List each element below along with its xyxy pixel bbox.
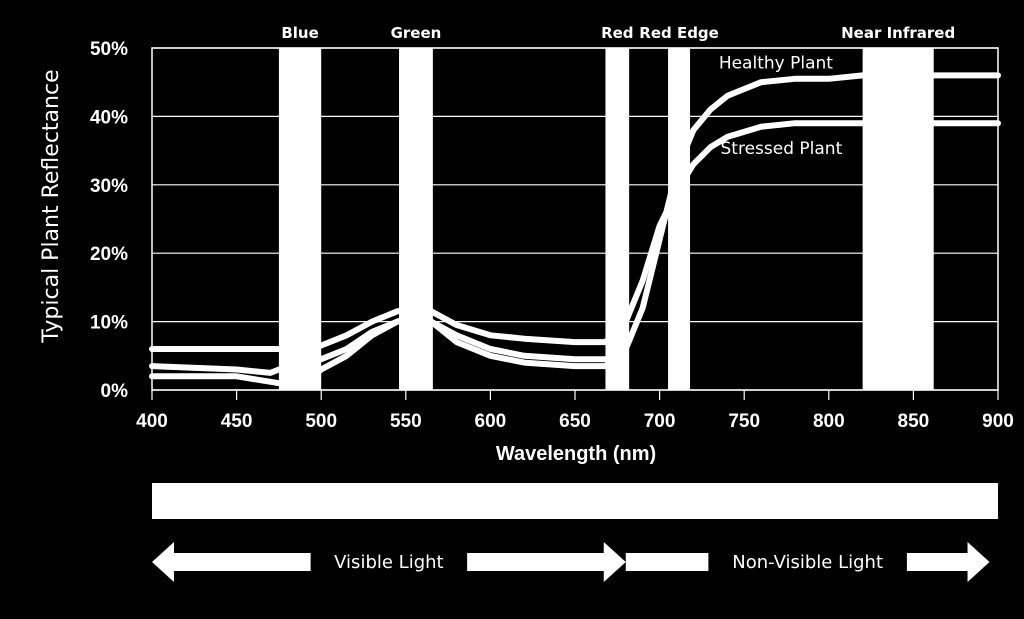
series-lines [149,72,1001,387]
x-tick-label: 600 [475,411,507,432]
y-tick-label: 10% [90,313,128,334]
x-tick-label: 850 [898,411,930,432]
band-green [399,48,433,390]
x-tick-label: 500 [305,411,337,432]
x-tick-label: 650 [559,411,591,432]
plot-frame [151,47,999,391]
x-tick-label: 450 [221,411,253,432]
arrow-label-bg [310,546,468,578]
x-tick-label: 750 [728,411,760,432]
band-label: Green [391,24,442,42]
y-tick-label: 0% [101,381,129,402]
x-tick-label: 400 [136,411,168,432]
band-label: Near Infrared [841,24,955,42]
band-label: Red Edge [639,24,719,42]
series-line-lower [149,315,609,376]
spectrum-bar [152,483,998,519]
y-axis-ticks: 0% 10% 20% 30% 40% 50% [90,39,128,402]
x-axis-ticks: 400 450 500 550 600 650 700 750 800 850 900 [136,411,1014,432]
band-labels: Blue Green Red Red Edge Near Infrared [281,24,955,42]
y-tick-label: 20% [90,244,128,265]
band-red-edge [668,48,691,390]
series-label: Stressed Plant [721,139,843,159]
series-labels: Healthy Plant Stressed Plant [719,54,843,160]
x-axis-label: Wavelength (nm) [496,443,656,465]
y-tick-label: 50% [90,39,128,60]
spectral-bands [278,48,934,390]
arrow-label: Visible Light [334,552,443,573]
y-tick-label: 30% [90,176,128,197]
band-label: Blue [281,24,318,42]
arrow-label-bg [708,546,907,578]
band-label: Red [601,24,633,42]
arrow-label: Non-Visible Light [732,552,883,573]
x-tick-label: 800 [813,411,845,432]
band-blue [278,48,322,390]
light-arrows: Visible Light Non-Visible Light [152,542,990,582]
band-red [605,48,630,390]
x-tick-label: 900 [982,411,1014,432]
y-axis-label: Typical Plant Reflectance [39,69,64,343]
x-tick-label: 700 [644,411,676,432]
y-tick-label: 40% [90,107,128,128]
x-tick-label: 550 [390,411,422,432]
series-label: Healthy Plant [719,54,833,74]
band-near-infrared [862,48,934,390]
